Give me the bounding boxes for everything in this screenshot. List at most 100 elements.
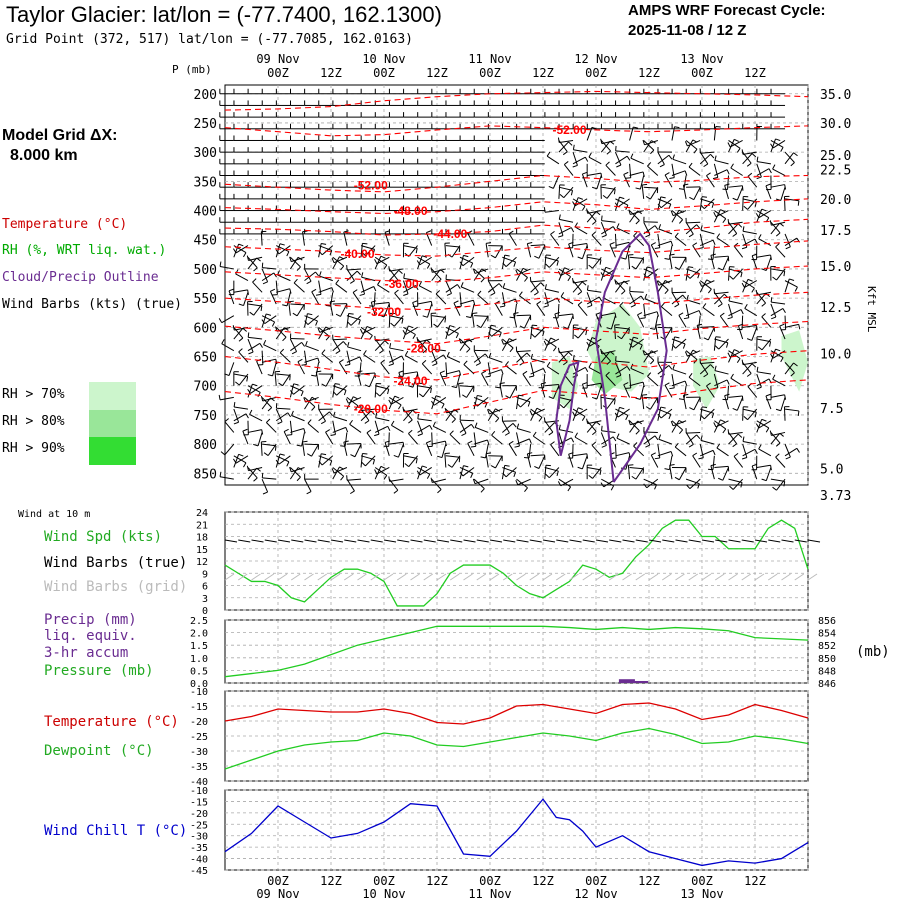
barb-shaft bbox=[374, 383, 377, 398]
barb-shaft bbox=[403, 371, 418, 375]
barb-flag bbox=[486, 242, 492, 244]
barb-shaft bbox=[563, 374, 574, 387]
barb-flag bbox=[352, 289, 358, 293]
barb-flag bbox=[252, 278, 257, 283]
barb-flag bbox=[466, 316, 472, 319]
barb-flag bbox=[729, 275, 734, 280]
barb-shaft bbox=[581, 455, 588, 470]
barb-shaft bbox=[699, 151, 709, 165]
barb-flag bbox=[249, 311, 255, 316]
barb-flag bbox=[495, 386, 501, 389]
barb-flag bbox=[334, 383, 340, 385]
barb-flag bbox=[518, 394, 524, 397]
barb-flag bbox=[508, 440, 514, 445]
precip-panel-y2tick-850: 850 bbox=[818, 654, 836, 665]
barb-flag bbox=[393, 489, 399, 494]
barb-shaft bbox=[459, 299, 474, 305]
barb-flag bbox=[796, 448, 800, 453]
barb-shaft bbox=[421, 363, 433, 375]
barb-flag bbox=[700, 204, 705, 210]
barb-shaft bbox=[467, 232, 475, 246]
barb-flag bbox=[635, 220, 640, 225]
wind10-barb-true bbox=[330, 539, 344, 543]
barb-shaft bbox=[336, 385, 348, 396]
barb-shaft bbox=[520, 397, 531, 408]
barb-shaft bbox=[672, 369, 687, 375]
barb-shaft bbox=[633, 445, 645, 457]
wind10-barb-grid bbox=[290, 573, 301, 581]
barb-flag bbox=[674, 266, 680, 270]
barb-shaft bbox=[574, 436, 588, 445]
barb-flag bbox=[775, 138, 781, 142]
barb-flag bbox=[317, 357, 320, 363]
barb-shaft bbox=[286, 292, 291, 307]
barb-flag bbox=[332, 391, 337, 396]
barb-shaft bbox=[233, 327, 244, 339]
barb-flag bbox=[754, 411, 757, 418]
barb-flag bbox=[224, 418, 229, 423]
barb-shaft bbox=[586, 337, 593, 351]
p-tick-750: 750 bbox=[194, 409, 217, 424]
barb-shaft bbox=[517, 268, 531, 276]
barb-shaft bbox=[394, 292, 404, 305]
barb-shaft bbox=[600, 140, 611, 153]
barb-flag bbox=[689, 407, 695, 411]
barb-shaft bbox=[530, 362, 535, 377]
barb-flag bbox=[536, 407, 542, 411]
barb-shaft bbox=[770, 184, 785, 188]
wind10-barb-true bbox=[450, 539, 463, 543]
barb-shaft bbox=[417, 338, 432, 343]
barb-flag bbox=[463, 254, 469, 258]
barb-shaft bbox=[275, 243, 281, 258]
barb-shaft bbox=[685, 224, 697, 235]
barb-shaft bbox=[266, 422, 277, 433]
barb-shaft bbox=[758, 420, 772, 429]
barb-flag bbox=[556, 260, 559, 266]
barb-shaft bbox=[742, 230, 757, 235]
barb-shaft bbox=[704, 198, 715, 210]
barb-shaft bbox=[449, 433, 461, 445]
barb-flag bbox=[600, 138, 603, 144]
wind10-barb-grid bbox=[807, 573, 818, 581]
barb-shaft bbox=[304, 268, 312, 282]
barb-shaft bbox=[558, 227, 572, 235]
barb-flag bbox=[626, 155, 631, 161]
barb-shaft bbox=[616, 227, 630, 235]
barb-shaft bbox=[522, 373, 532, 387]
wind10-barb-true bbox=[622, 539, 635, 543]
barb-shaft bbox=[775, 246, 786, 258]
barb-flag bbox=[692, 452, 698, 457]
barb-flag bbox=[671, 344, 676, 349]
isotherm-line-4 bbox=[224, 218, 809, 236]
barb-shaft bbox=[552, 385, 560, 399]
barb-flag bbox=[785, 456, 791, 460]
rh-key-90-label: RH > 90% bbox=[2, 441, 65, 456]
barb-flag bbox=[712, 450, 716, 456]
barb-shaft bbox=[601, 436, 614, 445]
barb-flag bbox=[770, 353, 774, 359]
barb-flag bbox=[626, 366, 631, 371]
barb-flag bbox=[545, 263, 550, 268]
barb-flag bbox=[291, 410, 294, 416]
barb-flag bbox=[361, 462, 366, 467]
barb-shaft bbox=[293, 385, 305, 395]
barb-flag bbox=[650, 149, 655, 155]
barb-shaft bbox=[276, 455, 290, 463]
barb-flag bbox=[679, 429, 684, 434]
barb-shaft bbox=[534, 326, 546, 338]
barb-shaft bbox=[756, 210, 770, 219]
barb-flag bbox=[238, 337, 244, 342]
barb-flag bbox=[390, 420, 395, 426]
barb-flag bbox=[793, 152, 798, 157]
wind10-barb-grid bbox=[410, 573, 420, 581]
barb-flag bbox=[528, 375, 535, 378]
barb-flag bbox=[770, 143, 774, 149]
barb-shaft bbox=[346, 350, 351, 365]
barb-shaft bbox=[669, 255, 673, 270]
barb-shaft bbox=[635, 467, 645, 480]
bottom-time-label-8: 00Z bbox=[691, 874, 713, 888]
barb-flag bbox=[711, 413, 715, 419]
barb-shaft bbox=[473, 350, 481, 364]
barb-flag bbox=[757, 346, 763, 351]
barb-flag bbox=[591, 396, 598, 400]
